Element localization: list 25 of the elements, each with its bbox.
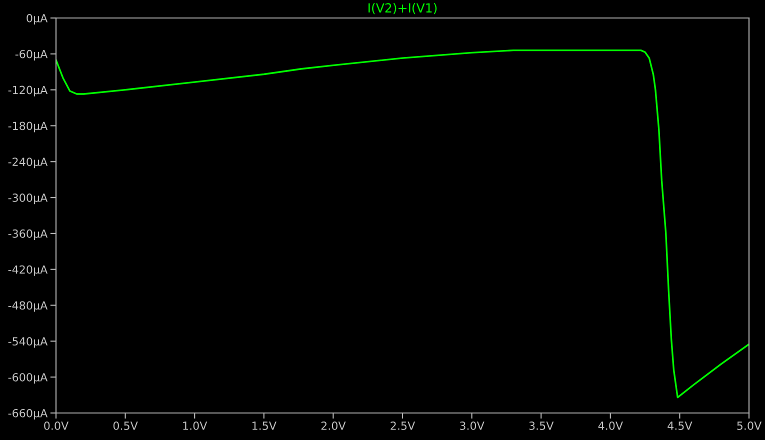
y-tick-label: -120µA bbox=[8, 86, 48, 96]
y-tick-label: 0µA bbox=[26, 14, 48, 25]
y-tick-label: -480µA bbox=[8, 301, 48, 312]
chart-title: I(V2)+I(V1) bbox=[368, 2, 437, 14]
x-tick-label: 0.5V bbox=[113, 422, 138, 430]
y-tick-label: -240µA bbox=[8, 158, 48, 168]
x-tick-label: 1.5V bbox=[252, 422, 276, 430]
y-tick-label: -600µA bbox=[8, 373, 48, 384]
y-tick-label: -420µA bbox=[8, 265, 48, 276]
x-tick-label: 2.5V bbox=[390, 422, 416, 430]
x-tick-label: 3.5V bbox=[529, 422, 554, 430]
x-tick-label: 5.0V bbox=[737, 422, 762, 430]
y-tick-label: -60µA bbox=[15, 50, 48, 60]
x-tick-label: 4.0V bbox=[598, 422, 623, 430]
x-tick-label: 2.0V bbox=[321, 422, 346, 430]
y-tick-label: -660µA bbox=[8, 408, 48, 420]
y-tick-label: -300µA bbox=[8, 194, 48, 204]
y-tick-label: -180µA bbox=[8, 122, 48, 132]
x-tick-label: 0.0V bbox=[44, 422, 69, 430]
line-series bbox=[56, 49, 749, 398]
x-tick-label: 3.0V bbox=[460, 422, 484, 430]
y-tick-label: -360µA bbox=[8, 229, 48, 240]
x-tick-label: 4.5V bbox=[668, 422, 692, 430]
y-tick-label: -540µA bbox=[8, 337, 48, 348]
x-tick-label: 1.0V bbox=[183, 422, 208, 430]
